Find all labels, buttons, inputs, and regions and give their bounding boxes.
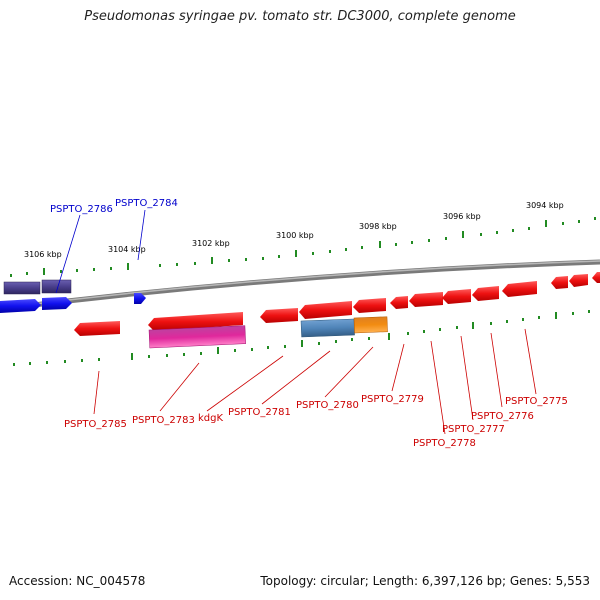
genome-backbone <box>0 259 600 312</box>
gene-PSPTO_2784[interactable] <box>134 293 146 304</box>
label-PSPTO_2785[interactable]: PSPTO_2785 <box>64 419 127 430</box>
gene-PSPTO_2777[interactable] <box>409 292 443 307</box>
label-PSPTO_2786[interactable]: PSPTO_2786 <box>50 204 113 215</box>
gene-red-right-1[interactable] <box>551 276 568 289</box>
gene-PSPTO_2775[interactable] <box>502 281 537 297</box>
gene-PSPTO_2776[interactable] <box>442 289 471 304</box>
leader-PSPTO_2784 <box>137 209 146 261</box>
gene-PSPTO_2783[interactable] <box>148 325 246 349</box>
label-PSPTO_2780[interactable]: PSPTO_2780 <box>296 400 359 411</box>
label-kdgK[interactable]: kdgK <box>198 413 223 424</box>
label-PSPTO_2778[interactable]: PSPTO_2778 <box>413 438 476 449</box>
gene-blue-1[interactable] <box>0 299 41 313</box>
gene-red-right-3[interactable] <box>592 272 600 283</box>
gene-orange-block[interactable] <box>353 316 388 334</box>
gene-PSPTO_2786-b[interactable] <box>41 279 72 294</box>
tick-label-3104: 3104 kbp <box>108 245 146 254</box>
gene-PSPTO_2779[interactable] <box>353 298 386 313</box>
label-PSPTO_2781[interactable]: PSPTO_2781 <box>228 407 291 418</box>
gene-PSPTO_2786-a[interactable] <box>3 281 41 295</box>
major-ticks <box>43 220 547 275</box>
gene-red-2776b[interactable] <box>472 286 499 301</box>
gene-kdgK[interactable] <box>148 312 243 331</box>
tick-label-3098: 3098 kbp <box>359 222 397 231</box>
label-PSPTO_2775[interactable]: PSPTO_2775 <box>505 396 568 407</box>
label-PSPTO_2783[interactable]: PSPTO_2783 <box>132 415 195 426</box>
label-PSPTO_2777[interactable]: PSPTO_2777 <box>442 424 505 435</box>
gene-PSPTO_2781[interactable] <box>260 308 298 323</box>
leader-PSPTO_2786 <box>55 214 81 294</box>
tick-label-3100: 3100 kbp <box>276 231 314 240</box>
gene-PSPTO_2785[interactable] <box>74 321 120 336</box>
tick-label-3106: 3106 kbp <box>24 250 62 259</box>
gene-blue-2[interactable] <box>42 297 72 310</box>
gene-PSPTO_2780[interactable] <box>299 301 352 319</box>
gene-PSPTO_2778[interactable] <box>390 296 408 309</box>
label-PSPTO_2784[interactable]: PSPTO_2784 <box>115 198 178 209</box>
map-title: Pseudomonas syringae pv. tomato str. DC3… <box>84 9 516 24</box>
lower-major-ticks <box>131 312 557 360</box>
upper-tick-dots <box>10 217 596 277</box>
gene-red-right-2[interactable] <box>569 274 588 287</box>
label-PSPTO_2779[interactable]: PSPTO_2779 <box>361 394 424 405</box>
accession-text: Accession: NC_004578 <box>9 574 146 588</box>
tick-label-3102: 3102 kbp <box>192 239 230 248</box>
tick-label-3096: 3096 kbp <box>443 212 481 221</box>
label-PSPTO_2776[interactable]: PSPTO_2776 <box>471 411 534 422</box>
lower-tick-dots <box>13 310 590 366</box>
gene-steel-block[interactable] <box>300 318 355 338</box>
tick-label-3094: 3094 kbp <box>526 201 564 210</box>
genome-backbone-highlight <box>0 260 600 309</box>
genome-stats-text: Topology: circular; Length: 6,397,126 bp… <box>260 574 590 588</box>
red-leader-lines <box>93 328 537 435</box>
